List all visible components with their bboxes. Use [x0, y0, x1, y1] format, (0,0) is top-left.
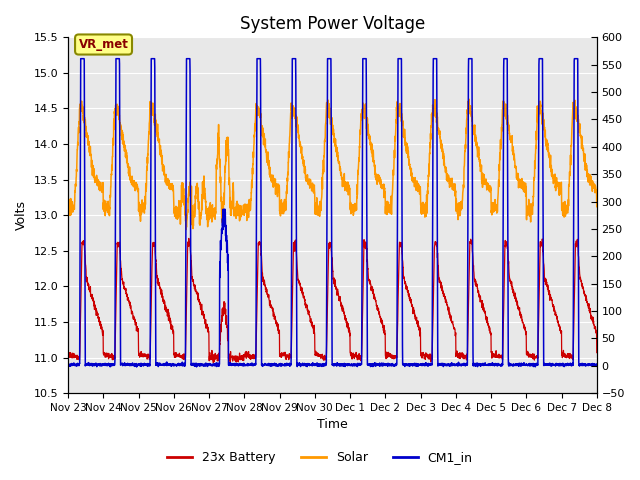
X-axis label: Time: Time: [317, 419, 348, 432]
Text: VR_met: VR_met: [79, 38, 129, 51]
Y-axis label: Volts: Volts: [15, 200, 28, 230]
Title: System Power Voltage: System Power Voltage: [240, 15, 425, 33]
Legend: 23x Battery, Solar, CM1_in: 23x Battery, Solar, CM1_in: [163, 446, 477, 469]
